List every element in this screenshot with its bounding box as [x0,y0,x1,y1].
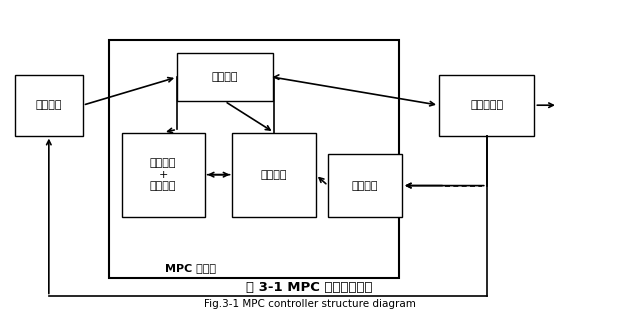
Bar [177,53,272,101]
Text: 优化求解: 优化求解 [261,170,287,180]
Text: 目标函数
+
约束条件: 目标函数 + 约束条件 [150,158,176,191]
Text: 预测模型: 预测模型 [212,72,238,82]
Bar [121,133,205,217]
Bar [328,154,402,217]
Bar [233,133,316,217]
Text: Fig.3-1 MPC controller structure diagram: Fig.3-1 MPC controller structure diagram [204,299,415,309]
Bar [15,75,83,136]
Bar [109,40,399,278]
Text: 水下机器人: 水下机器人 [470,100,503,110]
Bar [439,75,534,136]
Text: MPC 控制器: MPC 控制器 [165,263,215,273]
Text: 状态估计: 状态估计 [352,180,378,191]
Text: 参考轨迹: 参考轨迹 [35,100,62,110]
Text: 图 3-1 MPC 控制器结构图: 图 3-1 MPC 控制器结构图 [246,281,373,294]
